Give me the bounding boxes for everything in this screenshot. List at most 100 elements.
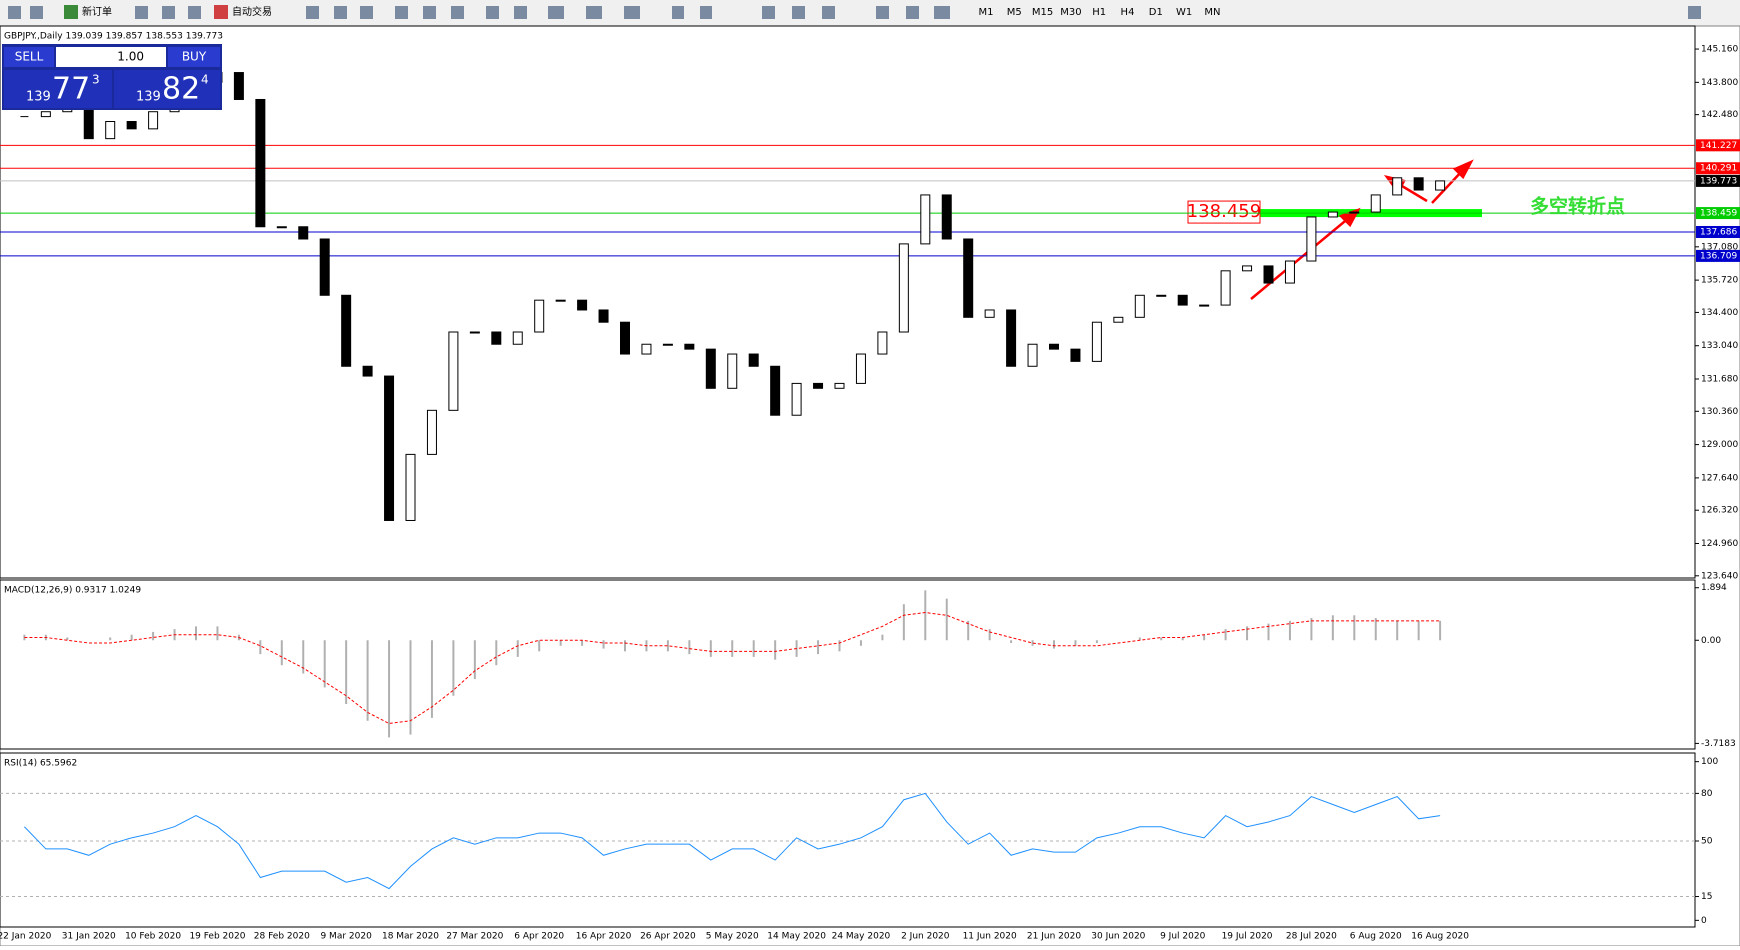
- candle: [534, 299, 545, 333]
- bid-small: 3: [92, 73, 100, 87]
- bid-big: 139: [26, 90, 51, 105]
- candle: [1091, 321, 1102, 362]
- x-tick-label: 14 May 2020: [767, 932, 826, 942]
- candle: [512, 331, 523, 345]
- x-tick-label: 21 Jun 2020: [1027, 932, 1081, 942]
- y-tick-label: 133.040: [1701, 341, 1738, 351]
- y-tick-label: 123.640: [1701, 571, 1738, 581]
- candle: [276, 226, 287, 229]
- ask-box[interactable]: [114, 70, 220, 108]
- sell-button[interactable]: [4, 47, 54, 67]
- timeframe[interactable]: W1: [1176, 7, 1192, 18]
- candle: [855, 353, 866, 384]
- timeframe[interactable]: MN: [1204, 7, 1220, 18]
- y-tick-label: 131.680: [1701, 375, 1738, 385]
- lots[interactable]: 1.00: [117, 50, 144, 64]
- level-label: 136.709: [1700, 251, 1737, 261]
- level-tag: [1696, 162, 1740, 175]
- x-tick-label: 5 May 2020: [706, 932, 759, 942]
- level-tag: [1696, 225, 1740, 238]
- pivot-note: 多空转折点: [1530, 195, 1625, 218]
- candle: [641, 343, 652, 355]
- candle: [1263, 265, 1274, 284]
- candle: [1392, 177, 1403, 196]
- timeframe[interactable]: H1: [1092, 7, 1106, 18]
- x-tick-label: 19 Jul 2020: [1222, 932, 1273, 942]
- auto-trading[interactable]: 自动交易: [232, 5, 272, 18]
- buy-label[interactable]: BUY: [182, 50, 207, 64]
- candle: [491, 331, 502, 345]
- candle: [577, 299, 588, 311]
- y-tick-label: 130.360: [1701, 407, 1738, 417]
- candle: [813, 382, 824, 389]
- y-tick-label: 80: [1701, 789, 1713, 799]
- candle: [727, 353, 738, 389]
- x-tick-label: 30 Jun 2020: [1091, 932, 1145, 942]
- candle: [1177, 294, 1188, 306]
- timeframe[interactable]: M15: [1032, 7, 1053, 18]
- candle: [83, 106, 94, 140]
- level-tag: [1696, 174, 1740, 187]
- x-tick-label: 19 Feb 2020: [189, 932, 245, 942]
- timeframe[interactable]: H4: [1121, 7, 1135, 18]
- candle: [770, 365, 781, 416]
- panel-title: RSI(14) 65.5962: [4, 759, 77, 769]
- y-tick-label: 1.894: [1701, 583, 1727, 593]
- ask-big: 139: [136, 90, 161, 105]
- y-tick-label: 145.160: [1701, 45, 1738, 55]
- candle: [941, 194, 952, 240]
- toolbar: [0, 0, 1740, 26]
- x-tick-label: 24 May 2020: [832, 932, 891, 942]
- candle: [1113, 316, 1124, 323]
- y-tick-label: 0.00: [1701, 636, 1721, 646]
- buy-button[interactable]: [168, 47, 220, 67]
- candle: [1284, 260, 1295, 284]
- x-tick-label: 16 Aug 2020: [1411, 932, 1469, 942]
- y-tick-label: 124.960: [1701, 539, 1738, 549]
- new-order[interactable]: 新订单: [82, 5, 112, 18]
- bid-box[interactable]: [4, 70, 112, 108]
- candle: [1413, 177, 1424, 191]
- x-tick-label: 26 Apr 2020: [640, 932, 696, 942]
- auto-trading-icon[interactable]: [214, 5, 228, 19]
- new-order-icon[interactable]: [64, 5, 78, 19]
- timeframe[interactable]: M30: [1060, 7, 1081, 18]
- x-tick-label: 6 Apr 2020: [514, 932, 564, 942]
- ask-main: 82: [162, 72, 200, 107]
- candle: [1242, 265, 1253, 272]
- lots-input[interactable]: [56, 47, 166, 67]
- timeframe[interactable]: D1: [1149, 7, 1163, 18]
- candle: [1156, 294, 1167, 297]
- candle: [705, 348, 716, 389]
- candle: [1220, 270, 1231, 306]
- candle: [1199, 304, 1210, 307]
- candle: [598, 309, 609, 323]
- timeframe[interactable]: M5: [1007, 7, 1022, 18]
- y-tick-label: 134.400: [1701, 308, 1738, 318]
- candle: [1327, 211, 1338, 218]
- signal-line: [24, 612, 1441, 724]
- candle: [255, 98, 266, 228]
- candle: [1027, 343, 1038, 367]
- level-tag: [1696, 249, 1740, 262]
- x-tick-label: 11 Jun 2020: [963, 932, 1017, 942]
- timeframe[interactable]: M1: [979, 7, 994, 18]
- candle: [40, 111, 51, 118]
- sell-label[interactable]: SELL: [15, 50, 44, 64]
- x-tick-label: 22 Jan 2020: [0, 932, 52, 942]
- x-tick-label: 18 Mar 2020: [382, 932, 439, 942]
- y-tick-label: 100: [1701, 757, 1718, 767]
- pivot-box: [1187, 200, 1261, 224]
- level-label: 140.291: [1700, 164, 1737, 174]
- y-tick-label: -3.7183: [1701, 739, 1736, 749]
- x-tick-label: 31 Jan 2020: [62, 932, 116, 942]
- level-tag: [1696, 139, 1740, 152]
- candle: [148, 111, 159, 130]
- candle: [620, 321, 630, 355]
- candle: [791, 382, 802, 416]
- y-tick-label: 142.480: [1701, 110, 1738, 120]
- candle: [126, 121, 137, 130]
- trade-panel: SELL 1.00 BUY 139 77 3 139 82 4: [2, 44, 222, 110]
